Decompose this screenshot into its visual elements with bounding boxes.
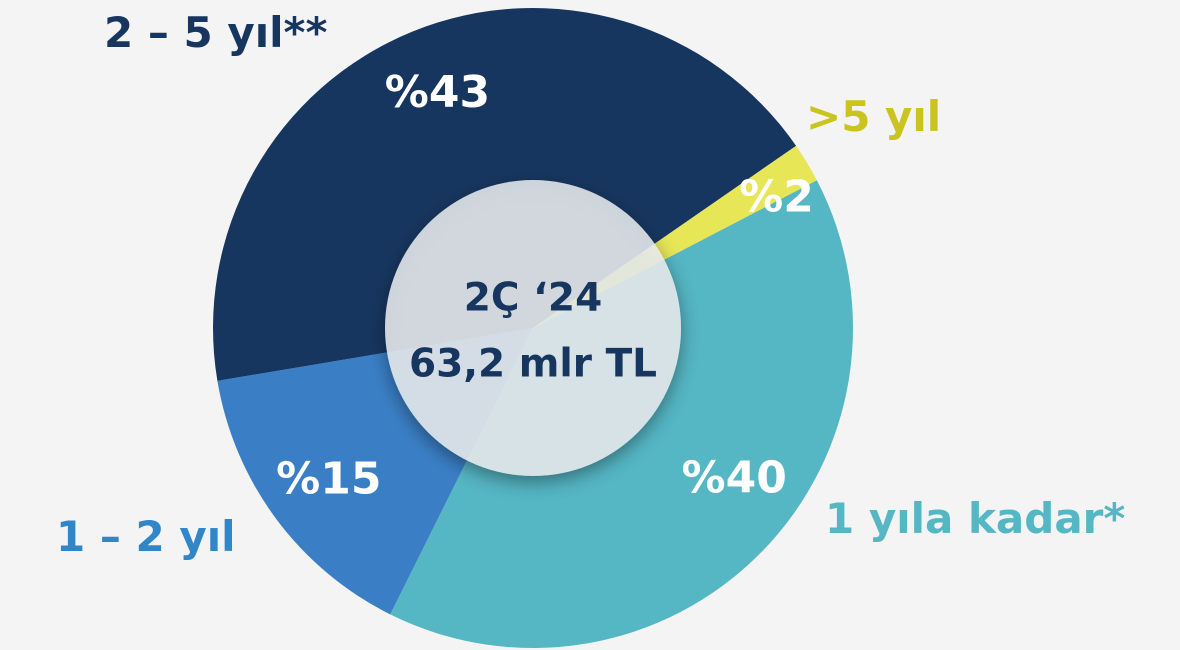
donut-center-circle [385,180,681,476]
legend-label-over-5-yil: >5 yıl [806,92,942,141]
legend-label-1-2-yil: 1 – 2 yıl [56,512,236,561]
center-label-total: 63,2 mlr TL [409,342,657,387]
slice-value-label-2: %43 [385,67,490,118]
center-label-period: 2Ç ‘24 [464,276,602,321]
legend-label-1-yila-kadar: 1 yıla kadar* [825,494,1126,543]
slice-value-label-0: %40 [682,453,787,504]
slice-value-label-3: %2 [739,171,814,222]
legend-label-2-5-yil: 2 – 5 yıl** [104,8,328,57]
slice-value-label-1: %15 [276,454,381,505]
